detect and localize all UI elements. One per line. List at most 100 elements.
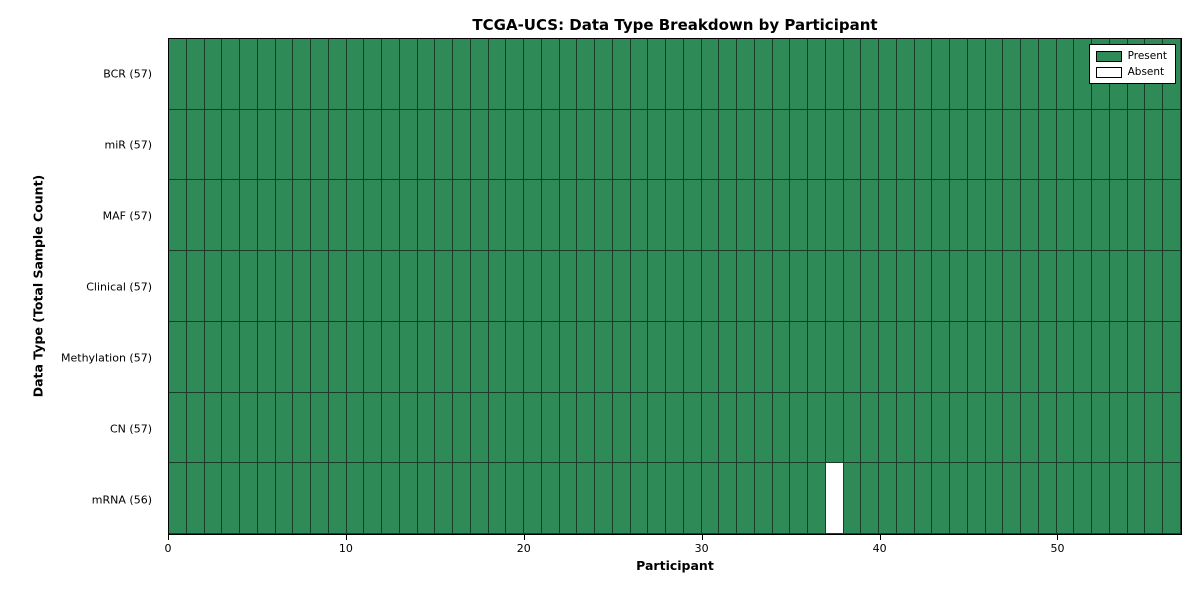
- heatmap-cell: [772, 109, 791, 181]
- heatmap-cell: [488, 109, 507, 181]
- heatmap-cell: [346, 392, 365, 464]
- heatmap-cell: [648, 321, 667, 393]
- heatmap-cell: [382, 321, 400, 393]
- heatmap-cell: [435, 39, 454, 110]
- heatmap-cell: [1163, 109, 1181, 181]
- heatmap-cell: [1127, 463, 1146, 534]
- legend: Present Absent: [1088, 44, 1176, 84]
- heatmap-cell: [382, 463, 400, 534]
- heatmap-cell: [648, 39, 667, 110]
- heatmap-cell: [595, 251, 613, 322]
- heatmap-cell: [417, 109, 436, 181]
- heatmap-cell: [1056, 39, 1075, 110]
- heatmap-cell: [790, 392, 809, 464]
- heatmap-cell: [417, 321, 436, 393]
- heatmap-cell: [488, 463, 507, 534]
- heatmap-cell: [1038, 39, 1057, 110]
- row-label: Methylation (57): [61, 351, 152, 364]
- heatmap-cell: [524, 109, 542, 181]
- heatmap-cell: [257, 392, 276, 464]
- heatmap-cell: [186, 251, 205, 322]
- heatmap-cell: [1092, 109, 1110, 181]
- heatmap-cell: [346, 463, 365, 534]
- heatmap-cell: [861, 251, 880, 322]
- heatmap-cell: [453, 109, 471, 181]
- heatmap-cell: [666, 392, 684, 464]
- heatmap-cell: [683, 109, 702, 181]
- heatmap-cell: [737, 39, 755, 110]
- chart-title: TCGA-UCS: Data Type Breakdown by Partici…: [472, 16, 878, 34]
- heatmap-cell: [541, 109, 560, 181]
- x-tick-mark: [523, 535, 525, 540]
- heatmap-cell: [896, 251, 915, 322]
- heatmap-cell: [595, 321, 613, 393]
- heatmap-cell: [879, 109, 897, 181]
- heatmap-grid: [169, 39, 1181, 534]
- heatmap-cell: [470, 39, 489, 110]
- heatmap-cell: [488, 321, 507, 393]
- heatmap-cell: [701, 392, 720, 464]
- heatmap-cell: [470, 392, 489, 464]
- heatmap-cell: [275, 180, 294, 252]
- heatmap-cell: [914, 109, 933, 181]
- heatmap-cell: [825, 392, 844, 464]
- heatmap-cell: [1021, 251, 1039, 322]
- heatmap-cell: [311, 463, 329, 534]
- heatmap-cell: [896, 321, 915, 393]
- heatmap-cell: [754, 109, 773, 181]
- heatmap-cell: [1056, 251, 1075, 322]
- heatmap-cell: [1074, 109, 1093, 181]
- heatmap-cell: [311, 392, 329, 464]
- heatmap-cell: [737, 392, 755, 464]
- heatmap-cell: [790, 321, 809, 393]
- heatmap-cell: [488, 180, 507, 252]
- heatmap-cell: [1145, 463, 1164, 534]
- legend-label: Absent: [1127, 66, 1165, 78]
- x-tick-mark: [701, 535, 703, 540]
- heatmap-cell: [1038, 180, 1057, 252]
- heatmap-cell: [950, 251, 968, 322]
- heatmap-cell: [1109, 392, 1128, 464]
- heatmap-cell: [541, 321, 560, 393]
- heatmap-cell: [843, 463, 862, 534]
- heatmap-cell: [293, 251, 312, 322]
- x-tick-label: 0: [164, 542, 172, 555]
- heatmap-cell: [1038, 109, 1057, 181]
- heatmap-cell: [737, 180, 755, 252]
- x-tick-label: 10: [338, 542, 353, 555]
- heatmap-cell: [204, 392, 223, 464]
- heatmap-cell: [204, 109, 223, 181]
- heatmap-cell: [240, 251, 258, 322]
- heatmap-cell: [524, 39, 542, 110]
- heatmap-cell: [914, 180, 933, 252]
- heatmap-cell: [967, 251, 986, 322]
- heatmap-cell: [1074, 463, 1093, 534]
- heatmap-cell: [506, 39, 525, 110]
- heatmap-cell: [1145, 392, 1164, 464]
- heatmap-cell: [754, 321, 773, 393]
- heatmap-cell: [950, 39, 968, 110]
- heatmap-cell: [470, 180, 489, 252]
- heatmap-cell: [772, 39, 791, 110]
- heatmap-cell: [879, 39, 897, 110]
- heatmap-cell: [630, 321, 649, 393]
- x-tick-label: 40: [872, 542, 887, 555]
- row-label: BCR (57): [103, 67, 152, 80]
- heatmap-cell: [719, 180, 738, 252]
- heatmap-cell: [435, 251, 454, 322]
- heatmap-cell: [577, 109, 596, 181]
- heatmap-cell: [1021, 39, 1039, 110]
- heatmap-cell: [169, 39, 187, 110]
- heatmap-cell: [311, 39, 329, 110]
- x-tick-mark: [168, 535, 169, 540]
- heatmap-cell: [879, 321, 897, 393]
- heatmap-cell: [701, 180, 720, 252]
- heatmap-cell: [1021, 109, 1039, 181]
- heatmap-cell: [1092, 392, 1110, 464]
- row-label: Clinical (57): [86, 280, 152, 293]
- heatmap-cell: [1003, 321, 1022, 393]
- x-tick-label: 30: [694, 542, 709, 555]
- heatmap-cell: [417, 392, 436, 464]
- heatmap-cell: [470, 321, 489, 393]
- heatmap-cell: [169, 251, 187, 322]
